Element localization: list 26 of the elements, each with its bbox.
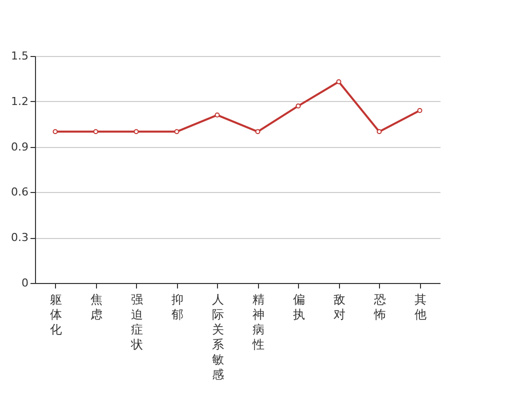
x-tick-label: 精神病性	[251, 292, 264, 352]
point	[336, 79, 342, 84]
point	[376, 129, 382, 134]
y-tick-label: 0.3	[11, 231, 28, 244]
y-tick-label: 0.9	[11, 140, 28, 154]
point	[296, 103, 301, 108]
x-tick-label: 人际关系敏感	[212, 292, 224, 382]
x-tick-label: 偏执	[292, 292, 305, 322]
point	[255, 129, 260, 134]
x-tick-label: 敌对	[333, 292, 346, 322]
y-tick-label: 1.2	[11, 94, 28, 108]
point	[174, 129, 180, 134]
x-tick-label: 抑郁	[171, 292, 184, 322]
y-tick-label: 1.5	[11, 50, 28, 62]
point	[214, 112, 220, 118]
point	[134, 129, 139, 134]
x-tick-label: 其他	[414, 292, 426, 322]
point	[93, 129, 98, 134]
x-tick-label: 焦虑	[90, 292, 102, 322]
x-tick-label: 躯体化	[50, 292, 62, 336]
point	[417, 108, 422, 113]
y-tick-label: 0.6	[11, 186, 28, 199]
x-tick-label: 强迫症状	[130, 292, 143, 352]
point	[52, 129, 58, 134]
y-tick-label: 0	[22, 276, 28, 290]
x-tick-label: 恐怖	[372, 292, 386, 322]
